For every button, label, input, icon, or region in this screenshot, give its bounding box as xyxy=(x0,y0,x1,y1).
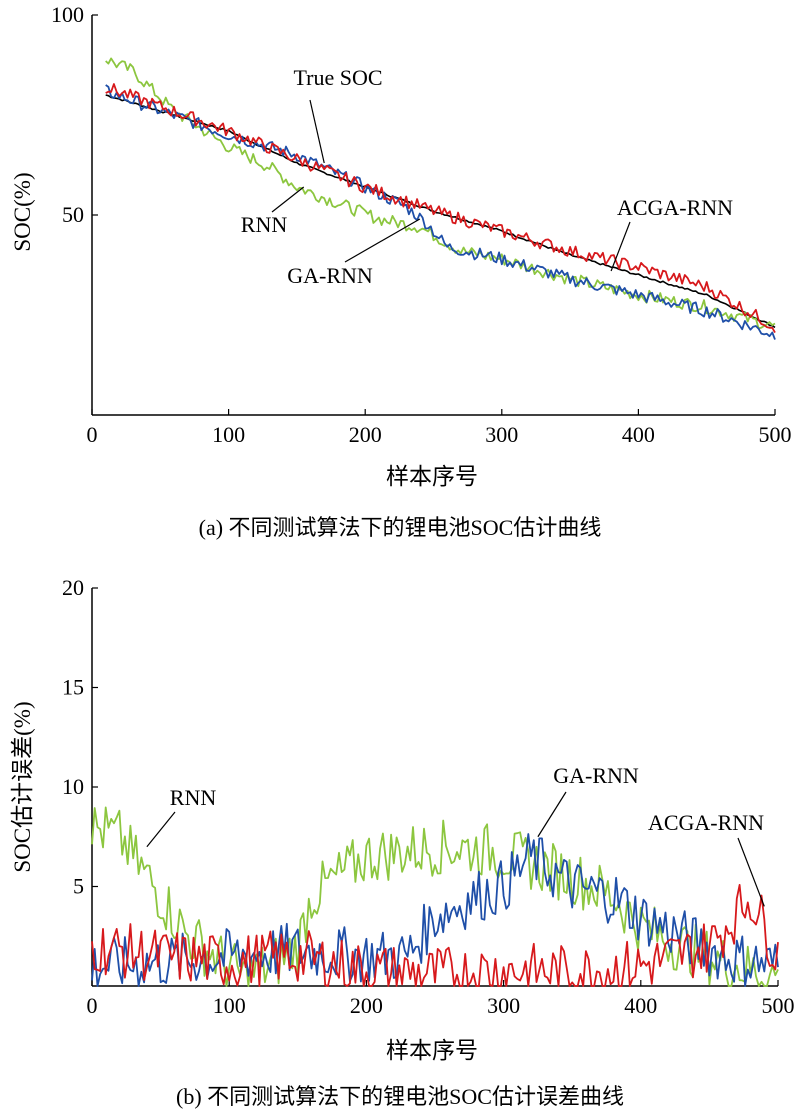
y-tick-label: 50 xyxy=(62,202,84,227)
x-tick-label: 400 xyxy=(624,993,657,1018)
annotation-leader xyxy=(271,186,305,213)
series-line-true-soc xyxy=(105,94,776,329)
x-tick-label: 0 xyxy=(87,422,98,447)
annotation-leader xyxy=(537,791,567,838)
x-tick-label: 100 xyxy=(213,993,246,1018)
annotation-leader xyxy=(737,837,765,907)
annotation-label: RNN xyxy=(170,785,217,810)
x-tick-label: 0 xyxy=(87,993,98,1018)
panel-b-caption: (b) 不同测试算法下的锂电池SOC估计误差曲线 xyxy=(176,1084,624,1109)
series-line-ga-rnn xyxy=(105,84,776,340)
panel-a-xlabel: 样本序号 xyxy=(386,464,478,489)
panel-a-series xyxy=(105,57,776,340)
annotation-leader xyxy=(610,221,631,272)
series-line-ga-rnn xyxy=(91,833,779,987)
y-tick-label: 20 xyxy=(62,575,84,600)
x-tick-label: 300 xyxy=(485,422,518,447)
x-tick-label: 400 xyxy=(622,422,655,447)
x-tick-label: 500 xyxy=(759,422,792,447)
annotation-label: GA-RNN xyxy=(287,263,373,288)
y-tick-label: 15 xyxy=(62,675,84,700)
x-tick-label: 300 xyxy=(487,993,520,1018)
annotation-label: ACGA-RNN xyxy=(617,195,733,220)
panel-a-axes: 0 100 200 300 400 500 50 100 xyxy=(51,2,792,447)
panel-a-soc-chart: 0 100 200 300 400 500 50 100 True SOC RNN GA-RNN A… xyxy=(10,2,792,540)
x-tick-label: 200 xyxy=(350,993,383,1018)
panel-a-caption: (a) 不同测试算法下的锂电池SOC估计曲线 xyxy=(199,515,602,540)
panel-b-xlabel: 样本序号 xyxy=(386,1038,478,1063)
annotation-label: GA-RNN xyxy=(553,763,639,788)
x-tick-label: 200 xyxy=(349,422,382,447)
panel-b-series xyxy=(91,806,779,987)
annotation-label: RNN xyxy=(241,212,288,237)
annotation-label: ACGA-RNN xyxy=(648,810,764,835)
series-line-rnn xyxy=(105,57,776,330)
annotation-leader xyxy=(344,218,421,263)
annotation-leader xyxy=(309,99,325,164)
y-tick-label: 5 xyxy=(73,874,84,899)
panel-b-error-chart: 0 100 200 300 400 500 5 10 15 20 RNN GA-RNN ACGA-RN… xyxy=(10,575,795,1109)
y-tick-label: 10 xyxy=(62,774,84,799)
panel-a-annotations: True SOC RNN GA-RNN ACGA-RNN xyxy=(241,65,733,288)
panel-a-ylabel: SOC(%) xyxy=(10,172,35,251)
series-line-acga-rnn xyxy=(91,884,779,987)
y-tick-label: 100 xyxy=(51,2,84,27)
panel-b-ylabel: SOC估计误差(%) xyxy=(10,701,35,872)
panel-b-annotations: RNN GA-RNN ACGA-RNN xyxy=(146,763,765,907)
annotation-leader xyxy=(146,811,176,848)
panel-b-axes: 0 100 200 300 400 500 5 10 15 20 xyxy=(62,575,795,1018)
annotation-label: True SOC xyxy=(293,65,382,90)
series-line-acga-rnn xyxy=(105,83,776,334)
x-tick-label: 500 xyxy=(762,993,795,1018)
x-tick-label: 100 xyxy=(212,422,245,447)
